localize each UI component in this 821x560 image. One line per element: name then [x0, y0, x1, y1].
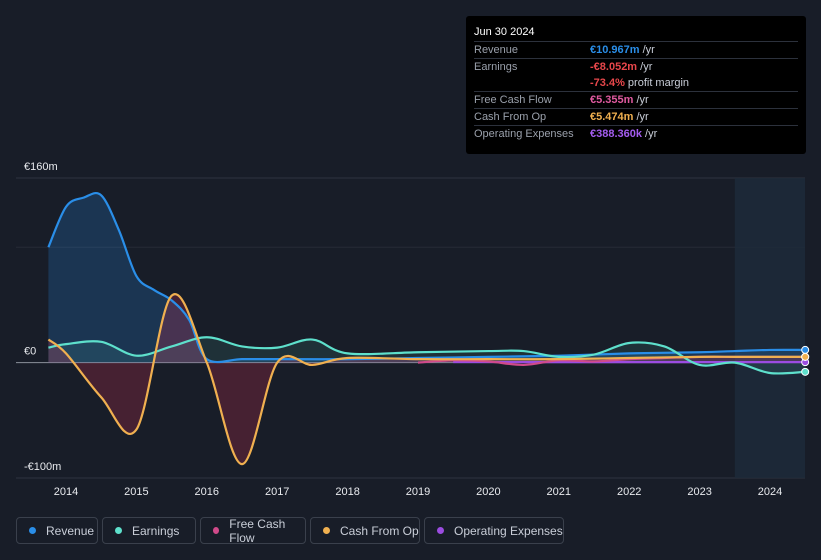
cash-from-op-line — [47, 292, 806, 466]
legend-label: Revenue — [46, 523, 95, 538]
tooltip-value: €5.355m /yr — [590, 92, 649, 108]
earnings-line — [48, 336, 806, 375]
legend-item-revenue[interactable]: Revenue — [16, 517, 98, 544]
cash-from-op-end-marker — [801, 352, 810, 361]
tooltip-value-unit: profit margin — [624, 77, 690, 89]
tooltip-label: Revenue — [474, 44, 519, 56]
tooltip-row: Operating Expenses €388.360k /yr — [474, 125, 798, 142]
legend-dot-icon — [323, 527, 330, 534]
legend-label: Operating Expenses — [454, 523, 563, 538]
tooltip-row: Revenue €10.967m /yr — [474, 41, 798, 58]
tooltip-row: -73.4% profit margin — [474, 75, 798, 91]
revenue-end-marker — [801, 345, 810, 354]
revenue-area — [48, 193, 806, 363]
x-tick-label: 2014 — [54, 486, 78, 498]
x-tick-label: 2020 — [476, 486, 500, 498]
legend-item-earnings[interactable]: Earnings — [102, 517, 196, 544]
tooltip-value-number: -€8.052m — [590, 61, 638, 73]
tooltip-row: Free Cash Flow €5.355m /yr — [474, 91, 798, 108]
y-axis-ticks: €160m €0 -€100m — [24, 161, 61, 473]
tooltip-row: Earnings -€8.052m /yr — [474, 58, 798, 75]
legend-item-operating-expenses[interactable]: Operating Expenses — [424, 517, 564, 544]
x-tick-label: 2021 — [547, 486, 571, 498]
tooltip-label: Earnings — [474, 61, 518, 73]
grid-lines — [16, 177, 805, 479]
legend-item-cash-from-op[interactable]: Cash From Op — [310, 517, 420, 544]
series-end-markers — [801, 345, 810, 376]
legend-label: Free Cash Flow — [229, 516, 286, 545]
legend-dot-icon — [115, 527, 122, 534]
x-tick-label: 2024 — [758, 486, 782, 498]
x-axis-ticks: 2014 2015 2016 2017 2018 2019 2020 2021 2022 2023… — [54, 486, 782, 498]
tooltip-value-unit: /yr — [633, 111, 649, 123]
data-tooltip: Jun 30 2024 Revenue €10.967m /yr Earnings -… — [466, 16, 806, 154]
tooltip-value-number: -73.4% — [590, 77, 625, 89]
tooltip-value: -73.4% profit margin — [590, 75, 689, 91]
tooltip-label: Free Cash Flow — [474, 94, 552, 106]
tooltip-value-number: €5.474m — [590, 111, 634, 123]
x-tick-label: 2019 — [406, 486, 430, 498]
series-lines — [47, 192, 806, 466]
tooltip-value: €10.967m /yr — [590, 42, 655, 58]
y-tick-label: €160m — [24, 161, 58, 173]
x-tick-label: 2022 — [617, 486, 641, 498]
cash-from-op-area — [48, 294, 806, 465]
tooltip-value: €5.474m /yr — [590, 109, 649, 125]
legend-dot-icon — [437, 527, 444, 534]
legend-item-free-cash-flow[interactable]: Free Cash Flow — [200, 516, 306, 545]
x-tick-label: 2017 — [265, 486, 289, 498]
legend-dot-icon — [213, 527, 220, 534]
tooltip-date: Jun 30 2024 — [474, 26, 535, 38]
y-tick-label: -€100m — [24, 461, 61, 473]
tooltip-value-unit: /yr — [642, 128, 658, 140]
tooltip-row: Cash From Op €5.474m /yr — [474, 108, 798, 125]
x-tick-label: 2016 — [195, 486, 219, 498]
tooltip-value: -€8.052m /yr — [590, 59, 652, 75]
legend-dot-icon — [29, 527, 36, 534]
tooltip-value-unit: /yr — [637, 61, 653, 73]
forecast-shade — [734, 178, 805, 478]
series-areas — [48, 193, 806, 465]
tooltip-value-number: €388.360k — [590, 128, 642, 140]
x-tick-label: 2015 — [124, 486, 148, 498]
tooltip-value-unit: /yr — [633, 94, 649, 106]
tooltip-label: Operating Expenses — [474, 128, 574, 140]
tooltip-value: €388.360k /yr — [590, 126, 657, 142]
tooltip-value-number: €5.355m — [590, 94, 634, 106]
legend-label: Earnings — [132, 523, 180, 538]
tooltip-value-number: €10.967m — [590, 44, 640, 56]
y-tick-label: €0 — [24, 346, 36, 358]
tooltip-label — [474, 75, 590, 91]
x-tick-label: 2023 — [687, 486, 711, 498]
legend-label: Cash From Op — [340, 523, 419, 538]
x-tick-label: 2018 — [335, 486, 359, 498]
tooltip-label: Cash From Op — [474, 111, 547, 123]
tooltip-value-unit: /yr — [639, 44, 655, 56]
earnings-end-marker — [801, 367, 810, 376]
